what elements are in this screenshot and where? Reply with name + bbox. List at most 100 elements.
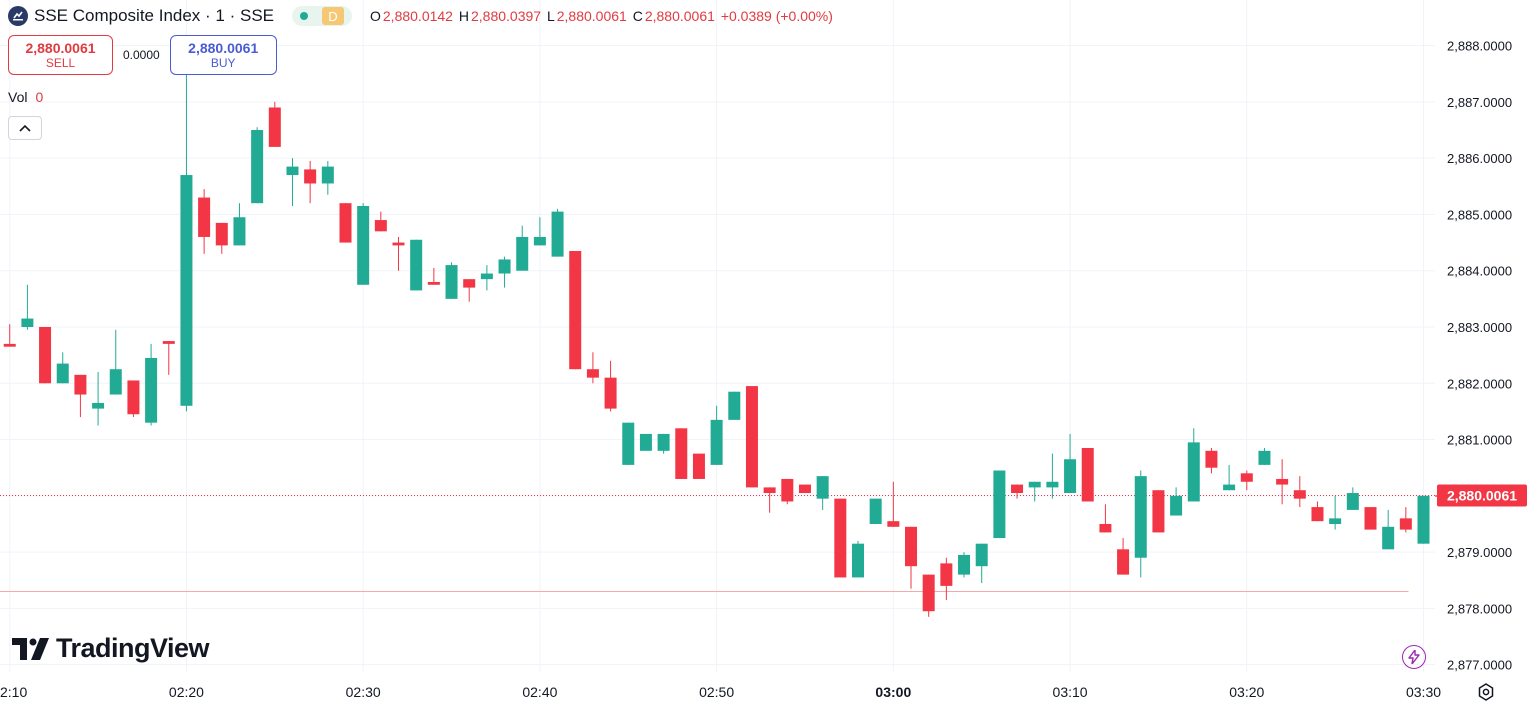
candle[interactable]	[357, 203, 370, 285]
candle[interactable]	[851, 540, 864, 578]
candle[interactable]	[816, 476, 829, 510]
candle[interactable]	[586, 352, 599, 384]
candle-body	[940, 563, 953, 586]
candle[interactable]	[1417, 495, 1430, 544]
candle[interactable]	[905, 526, 918, 589]
candle[interactable]	[498, 256, 511, 288]
candle[interactable]	[339, 203, 352, 243]
market-status-pill[interactable]: D	[292, 6, 352, 26]
y-tick-label: 2,886.0000	[1447, 151, 1512, 166]
candle[interactable]	[993, 470, 1006, 539]
candle[interactable]	[1152, 490, 1165, 533]
candle[interactable]	[463, 279, 476, 302]
candle[interactable]	[869, 498, 882, 524]
candle[interactable]	[109, 329, 122, 395]
settings-gear-icon[interactable]	[1476, 682, 1496, 702]
candle[interactable]	[958, 552, 971, 578]
candle-body	[215, 222, 228, 246]
candle[interactable]	[162, 341, 175, 375]
candle[interactable]	[286, 158, 299, 206]
candle[interactable]	[198, 189, 211, 254]
tradingview-brand[interactable]: TradingView	[12, 633, 210, 664]
candle[interactable]	[639, 433, 652, 451]
sell-button[interactable]: 2,880.0061 SELL	[8, 35, 113, 75]
candle[interactable]	[410, 239, 423, 291]
candle[interactable]	[1311, 501, 1324, 522]
candle[interactable]	[604, 360, 617, 412]
candle[interactable]	[304, 160, 317, 204]
sse-logo-icon[interactable]	[8, 6, 28, 26]
symbol-title[interactable]: SSE Composite Index · 1 · SSE	[34, 6, 274, 25]
candle[interactable]	[1187, 428, 1200, 502]
candle[interactable]	[56, 352, 69, 384]
candle[interactable]	[728, 391, 741, 420]
candle[interactable]	[480, 265, 493, 291]
candle[interactable]	[745, 386, 758, 488]
candle[interactable]	[1399, 507, 1412, 533]
candle[interactable]	[516, 225, 529, 271]
candle[interactable]	[1346, 487, 1359, 510]
candle[interactable]	[675, 428, 688, 479]
candle[interactable]	[922, 574, 935, 617]
candle[interactable]	[622, 422, 635, 465]
candle[interactable]	[975, 543, 988, 584]
candle[interactable]	[834, 498, 847, 578]
candle[interactable]	[1064, 433, 1077, 494]
lightning-icon[interactable]	[1402, 645, 1426, 669]
candle[interactable]	[427, 267, 440, 285]
candle[interactable]	[233, 203, 246, 246]
candle[interactable]	[1099, 504, 1112, 533]
candle-body	[869, 498, 882, 524]
volume-legend[interactable]: Vol 0	[8, 89, 43, 105]
candle[interactable]	[180, 39, 193, 412]
candle[interactable]	[551, 208, 564, 257]
candle[interactable]	[1011, 484, 1024, 499]
candle[interactable]	[1028, 481, 1041, 502]
candle[interactable]	[127, 380, 140, 418]
candle[interactable]	[781, 478, 794, 505]
candle[interactable]	[145, 343, 158, 426]
candle[interactable]	[321, 160, 334, 195]
candle[interactable]	[1223, 464, 1236, 491]
candle[interactable]	[1276, 459, 1289, 505]
candle[interactable]	[1117, 538, 1130, 575]
candle[interactable]	[569, 251, 582, 370]
candle[interactable]	[657, 433, 670, 454]
candle[interactable]	[710, 405, 723, 465]
buy-button[interactable]: 2,880.0061 BUY	[169, 35, 277, 75]
candle[interactable]	[392, 236, 405, 271]
candle[interactable]	[1293, 476, 1306, 508]
candle-body	[604, 377, 617, 409]
candle[interactable]	[39, 326, 52, 384]
collapse-legend-button[interactable]	[8, 116, 42, 140]
candle-body	[1240, 473, 1253, 482]
candle[interactable]	[3, 324, 16, 347]
candle[interactable]	[887, 481, 900, 527]
candle[interactable]	[1382, 509, 1395, 550]
candle[interactable]	[1258, 448, 1271, 465]
candle[interactable]	[74, 374, 87, 418]
candle[interactable]	[445, 262, 458, 299]
low-key: L	[546, 8, 555, 24]
candle[interactable]	[21, 284, 34, 330]
candle[interactable]	[1134, 470, 1147, 578]
candle[interactable]	[533, 217, 546, 246]
candle[interactable]	[940, 557, 953, 600]
candle[interactable]	[1240, 470, 1253, 491]
candle[interactable]	[268, 101, 281, 147]
candle[interactable]	[798, 484, 811, 494]
candle[interactable]	[1081, 448, 1094, 502]
candle[interactable]	[1329, 495, 1342, 530]
candle[interactable]	[1205, 448, 1218, 474]
candle[interactable]	[92, 372, 105, 426]
candle[interactable]	[763, 487, 776, 513]
interval-badge[interactable]: D	[322, 7, 344, 25]
candle[interactable]	[1046, 453, 1059, 499]
candle[interactable]	[1170, 487, 1183, 516]
candle[interactable]	[215, 222, 228, 254]
candle[interactable]	[692, 453, 705, 479]
candle[interactable]	[1364, 507, 1377, 530]
candle[interactable]	[374, 211, 387, 232]
candle[interactable]	[251, 127, 264, 204]
